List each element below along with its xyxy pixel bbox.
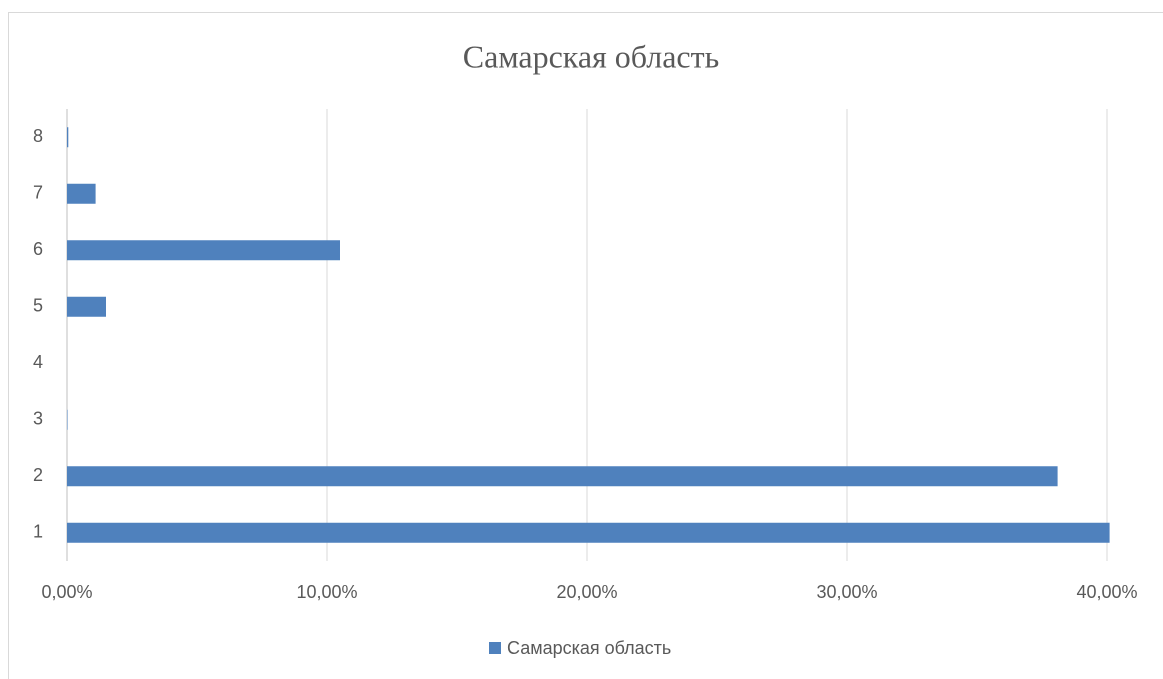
x-tick-label: 40,00% xyxy=(1076,582,1137,602)
bar xyxy=(67,409,68,430)
chart-border xyxy=(8,12,1163,679)
y-tick-label: 3 xyxy=(33,409,43,429)
bar xyxy=(67,127,69,148)
y-tick-label: 5 xyxy=(33,296,43,316)
y-tick-label: 7 xyxy=(33,183,43,203)
bar xyxy=(67,522,1110,543)
x-tick-label: 10,00% xyxy=(296,582,357,602)
x-tick-label: 0,00% xyxy=(41,582,92,602)
y-tick-label: 6 xyxy=(33,239,43,259)
y-tick-label: 8 xyxy=(33,126,43,146)
y-tick-label: 2 xyxy=(33,465,43,485)
y-tick-label: 1 xyxy=(33,522,43,542)
x-tick-label: 30,00% xyxy=(816,582,877,602)
y-tick-label: 4 xyxy=(33,352,43,372)
bar xyxy=(67,296,106,317)
bar xyxy=(67,240,340,261)
x-tick-label: 20,00% xyxy=(556,582,617,602)
legend-swatch xyxy=(489,642,501,654)
bar xyxy=(67,183,96,204)
legend-label: Самарская область xyxy=(507,638,671,658)
bar xyxy=(67,466,1058,487)
chart-title: Самарская область xyxy=(463,38,719,74)
